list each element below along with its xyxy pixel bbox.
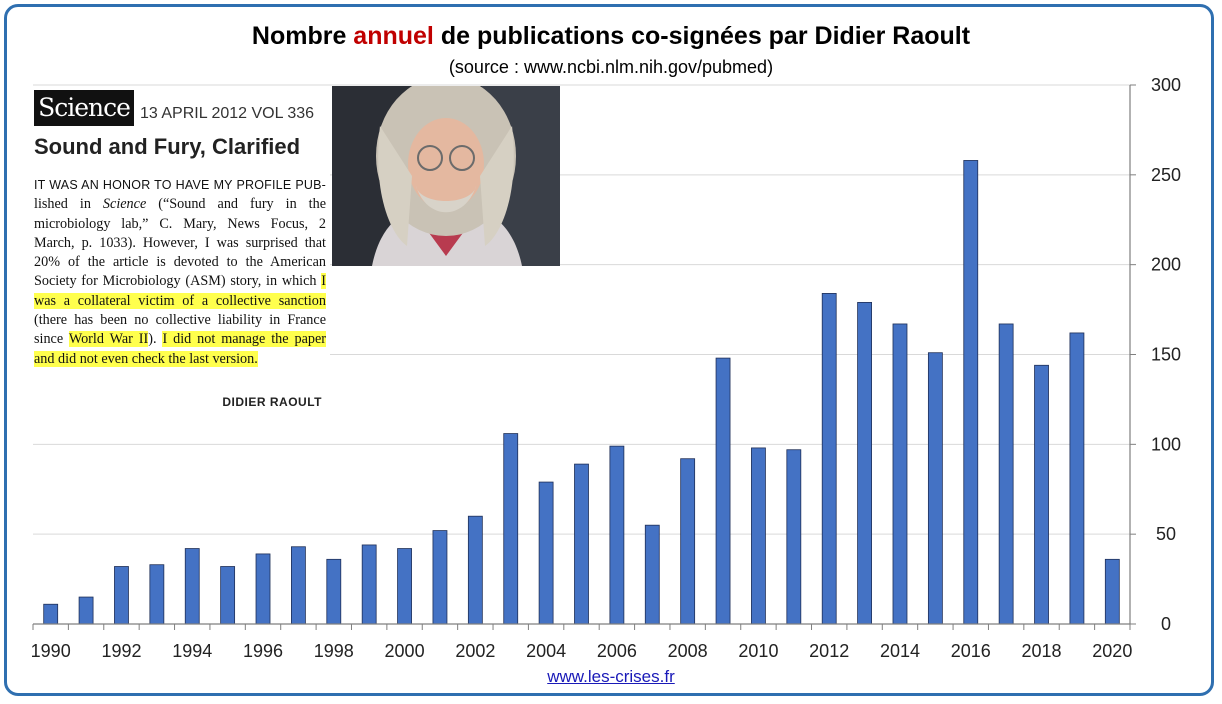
chart-title: Nombre annuel de publications co-signées… <box>251 22 971 50</box>
bar-2012 <box>821 293 837 625</box>
bar-2010 <box>751 447 766 625</box>
bar-2004 <box>538 481 554 625</box>
portrait-photo <box>332 86 560 266</box>
bar-2006 <box>609 445 625 625</box>
science-letter-excerpt: Science 13 APRIL 2012 VOL 336 Sound and … <box>30 88 330 418</box>
bar-1990 <box>43 603 59 625</box>
x-tick-label: 1998 <box>314 641 354 661</box>
chart-subtitle: (source : www.ncbi.nlm.nih.gov/pubmed) <box>448 57 774 77</box>
bar-2016 <box>963 160 979 625</box>
highlight-world-war: World War II <box>68 331 149 348</box>
issue-info: 13 APRIL 2012 VOL 336 <box>140 105 315 122</box>
bar-1995 <box>220 566 236 625</box>
y-tick-label: 200 <box>1151 255 1181 275</box>
journal-masthead: Science <box>34 90 134 126</box>
bar-2018 <box>1034 364 1049 625</box>
bar-2000 <box>397 548 412 625</box>
x-tick-label: 2002 <box>455 641 495 661</box>
x-tick-label: 2020 <box>1092 641 1132 661</box>
bar-2019 <box>1069 332 1085 625</box>
bar-1998 <box>326 558 342 625</box>
bar-1994 <box>184 548 200 625</box>
bar-2014 <box>892 323 908 625</box>
x-tick-label: 2006 <box>597 641 637 661</box>
bar-1993 <box>149 564 165 625</box>
bar-2017 <box>998 323 1014 625</box>
letter-headline: Sound and Fury, Clarified <box>34 134 301 159</box>
bar-1992 <box>114 566 129 625</box>
x-tick-label: 1992 <box>101 641 141 661</box>
x-tick-label: 2004 <box>526 641 566 661</box>
y-tick-label: 100 <box>1151 434 1181 454</box>
y-tick-label: 50 <box>1156 524 1176 544</box>
bar-1991 <box>78 596 94 625</box>
bar-2011 <box>786 449 802 625</box>
x-tick-label: 1990 <box>31 641 71 661</box>
bar-2008 <box>680 458 696 625</box>
x-tick-label: 2008 <box>668 641 708 661</box>
bar-2013 <box>857 301 872 625</box>
bar-2002 <box>467 515 483 625</box>
bar-2005 <box>574 463 589 625</box>
y-tick-label: 0 <box>1161 614 1171 634</box>
x-tick-label: 2000 <box>385 641 425 661</box>
bar-2007 <box>644 524 660 625</box>
title-accent-word: annuel <box>353 22 434 50</box>
x-tick-label: 2012 <box>809 641 849 661</box>
bar-1997 <box>291 546 306 625</box>
x-tick-label: 2010 <box>738 641 778 661</box>
x-tick-label: 1996 <box>243 641 283 661</box>
bar-1996 <box>255 553 271 625</box>
x-tick-label: 1994 <box>172 641 212 661</box>
y-tick-label: 150 <box>1151 345 1181 365</box>
bar-2003 <box>503 433 519 625</box>
bar-2020 <box>1104 558 1120 625</box>
bar-2009 <box>715 357 731 625</box>
x-tick-label: 2018 <box>1022 641 1062 661</box>
letter-body: IT WAS AN HONOR TO HAVE MY PROFILE PUB-l… <box>34 178 326 367</box>
source-website-link[interactable]: www.les-crises.fr <box>547 667 675 686</box>
bar-1999 <box>361 544 377 625</box>
letter-signature: DIDIER RAOULT <box>222 395 322 409</box>
bar-2001 <box>432 530 448 625</box>
y-tick-label: 300 <box>1151 75 1181 95</box>
y-tick-label: 250 <box>1151 165 1181 185</box>
bar-2015 <box>927 352 943 625</box>
x-tick-label: 2014 <box>880 641 920 661</box>
x-tick-label: 2016 <box>951 641 991 661</box>
